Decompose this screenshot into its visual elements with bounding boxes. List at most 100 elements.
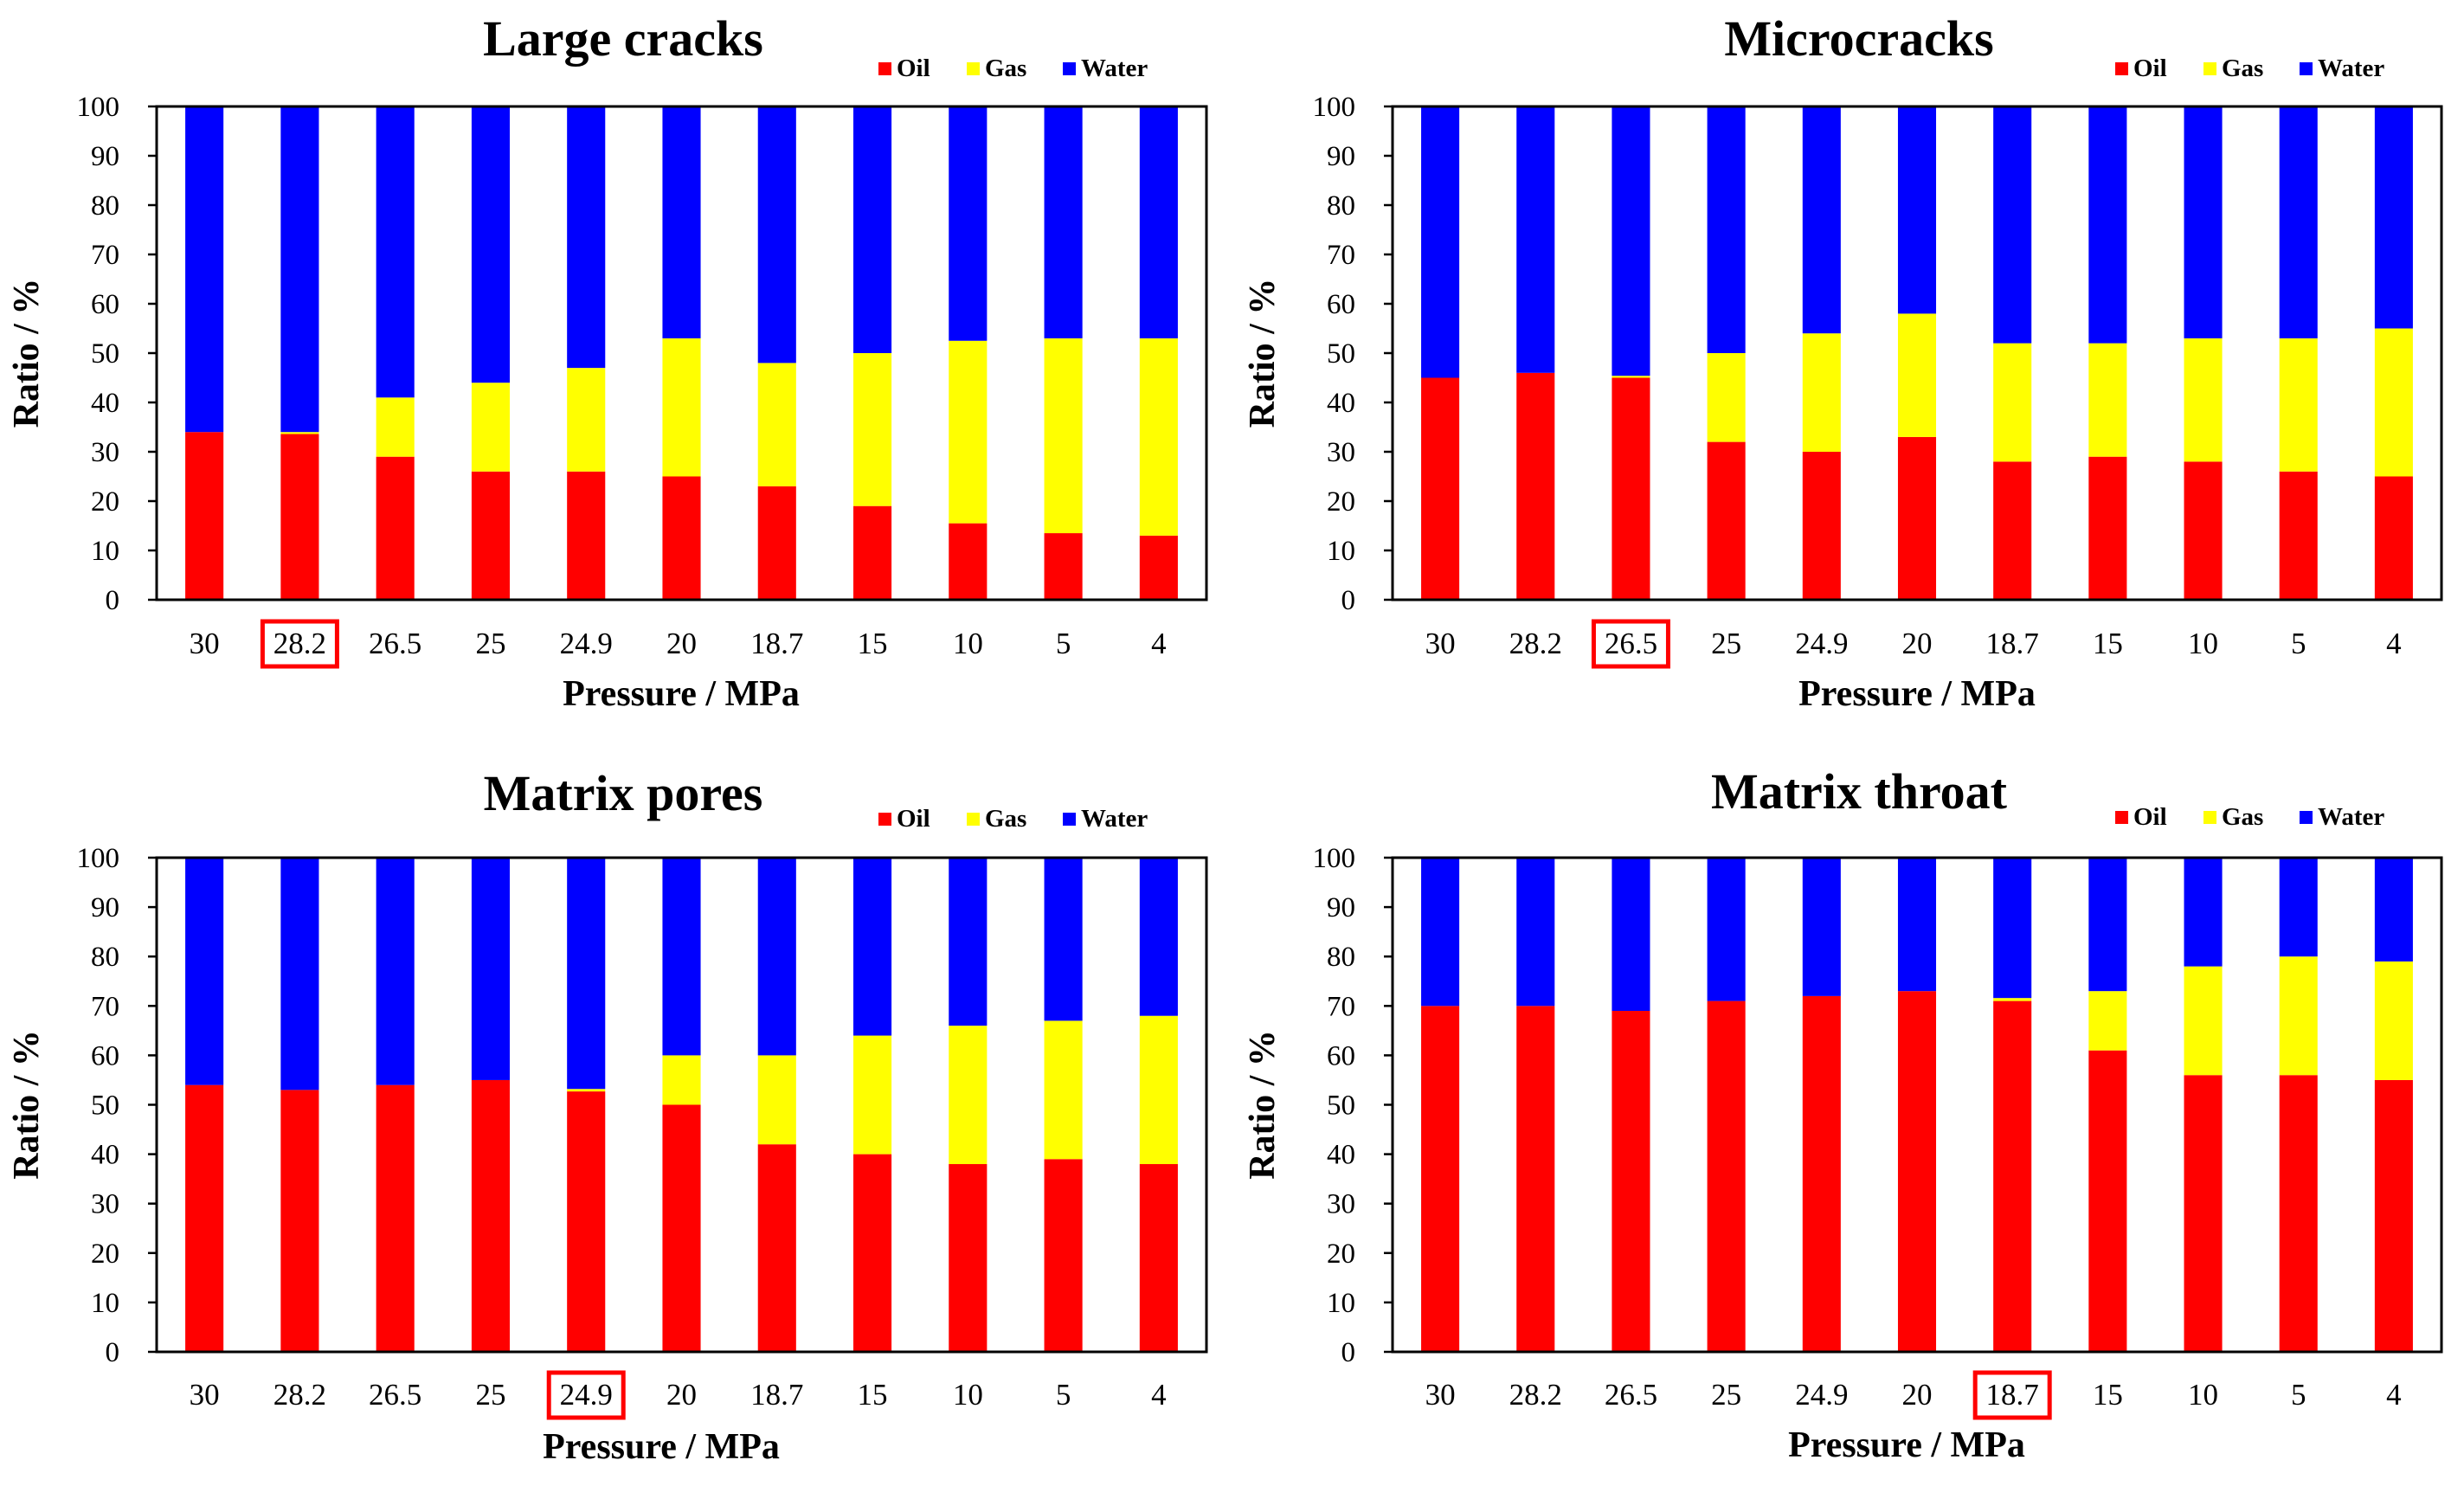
legend-label-gas: Gas — [2222, 55, 2263, 82]
x-tick-label: 28.2 — [1509, 627, 1562, 660]
x-tick-label: 4 — [2386, 627, 2402, 660]
y-tick-label: 50 — [1327, 338, 1355, 370]
bar-water-26.5 — [1612, 106, 1650, 376]
y-tick-label: 80 — [91, 190, 119, 222]
bar-water-4 — [2374, 858, 2413, 962]
bar-gas-26.5 — [376, 397, 415, 457]
chart-panel-3: Matrix pores Oil Gas Water 0 10 20 30 40 50 60 70 80… — [7, 765, 1208, 1467]
bar-water-18.7 — [1993, 858, 2032, 999]
x-tick-label: 25 — [475, 1378, 505, 1412]
x-tick-label: 24.9 — [560, 627, 613, 660]
bar-oil-26.5 — [376, 456, 415, 600]
bar-water-10 — [949, 106, 988, 341]
bar-oil-4 — [1139, 535, 1178, 600]
bar-water-5 — [1044, 858, 1083, 1021]
bar-oil-10 — [2184, 1075, 2223, 1352]
legend-swatch-water — [2300, 62, 2313, 75]
chart-panel-2: Microcracks Oil Gas Water 0 10 20 30 40 50 60 70 80 9… — [1243, 10, 2443, 714]
bar-water-15 — [2088, 858, 2127, 992]
y-tick-label: 70 — [1327, 240, 1355, 271]
bar-gas-5 — [2279, 338, 2318, 472]
bar-oil-18.7 — [757, 1144, 796, 1352]
x-tick-label: 28.2 — [1509, 1378, 1562, 1412]
bar-oil-10 — [949, 1164, 988, 1352]
x-tick-label: 4 — [2386, 1378, 2402, 1412]
y-axis-label: Ratio / % — [1243, 279, 1283, 428]
x-tick-label: 30 — [1425, 1378, 1456, 1412]
y-tick-label: 60 — [1327, 1040, 1355, 1071]
x-tick-label: 5 — [2291, 1378, 2306, 1412]
bar-gas-25 — [1707, 353, 1746, 442]
x-tick-label: 25 — [1711, 627, 1741, 660]
bar-oil-20 — [1897, 991, 1937, 1352]
y-tick-label: 80 — [91, 942, 119, 973]
x-tick-label: 30 — [190, 627, 220, 660]
bar-gas-20 — [1897, 313, 1937, 437]
y-axis-label: Ratio / % — [7, 1030, 47, 1180]
bar-water-30 — [1421, 106, 1460, 378]
y-tick-label: 30 — [91, 1189, 119, 1220]
bar-water-18.7 — [757, 106, 796, 363]
bar-gas-10 — [949, 340, 988, 524]
chart-panel-4: Matrix throat Oil Gas Water 0 10 20 30 40 50 60 70 8… — [1243, 763, 2443, 1465]
y-tick-label: 80 — [1327, 190, 1355, 222]
y-tick-label: 90 — [1327, 892, 1355, 923]
x-tick-label: 24.9 — [1795, 1378, 1848, 1412]
legend-label-water: Water — [1081, 55, 1148, 82]
bar-water-4 — [2374, 106, 2413, 329]
bar-water-28.2 — [1516, 106, 1555, 373]
bar-oil-26.5 — [1612, 1011, 1650, 1352]
x-tick-label: 20 — [1902, 627, 1933, 660]
x-tick-label: 30 — [1425, 627, 1456, 660]
bar-water-20 — [662, 858, 701, 1056]
bar-gas-10 — [949, 1026, 988, 1165]
x-tick-label: 18.7 — [750, 627, 803, 660]
bar-water-25 — [471, 106, 511, 383]
x-tick-label: 18.7 — [1986, 1378, 2039, 1412]
bar-water-5 — [2279, 106, 2318, 338]
bar-oil-25 — [1707, 1000, 1746, 1352]
y-tick-label: 20 — [1327, 486, 1355, 518]
legend-swatch-gas — [2203, 62, 2216, 75]
bar-water-30 — [185, 858, 224, 1085]
bar-water-15 — [852, 106, 892, 353]
x-axis-label: Pressure / MPa — [543, 1427, 780, 1467]
x-tick-label: 4 — [1151, 1378, 1167, 1412]
x-tick-label: 15 — [2093, 627, 2123, 660]
legend-swatch-water — [1063, 62, 1076, 75]
highlight-box — [260, 619, 339, 669]
bar-water-24.9 — [1802, 858, 1841, 996]
y-tick-label: 20 — [91, 486, 119, 518]
highlight-box — [1972, 1370, 2052, 1420]
bar-gas-15 — [852, 1035, 892, 1155]
y-tick-label: 20 — [1327, 1238, 1355, 1270]
legend-swatch-water — [1063, 813, 1076, 826]
x-tick-label: 4 — [1151, 627, 1167, 660]
y-tick-label: 40 — [91, 1140, 119, 1171]
y-tick-label: 60 — [1327, 289, 1355, 320]
y-tick-label: 80 — [1327, 942, 1355, 973]
bar-gas-5 — [1044, 1020, 1083, 1160]
y-axis-label: Ratio / % — [7, 279, 47, 428]
bar-water-26.5 — [1612, 858, 1650, 1012]
bar-oil-24.9 — [567, 471, 606, 600]
y-tick-label: 20 — [91, 1238, 119, 1270]
chart-title: Microcracks — [1724, 10, 1993, 67]
bar-oil-20 — [662, 1104, 701, 1352]
bar-gas-26.5 — [1612, 376, 1650, 378]
bar-oil-30 — [185, 432, 224, 600]
bar-water-26.5 — [376, 106, 415, 398]
bar-oil-28.2 — [1516, 1006, 1555, 1352]
bar-water-10 — [2184, 858, 2223, 967]
legend-swatch-water — [2300, 811, 2313, 824]
chart-title: Matrix pores — [484, 765, 763, 821]
x-axis-label: Pressure / MPa — [1798, 674, 2036, 714]
x-tick-label: 5 — [1056, 1378, 1071, 1412]
bar-oil-26.5 — [376, 1084, 415, 1352]
legend-label-gas: Gas — [985, 55, 1026, 82]
legend-label-gas: Gas — [985, 805, 1026, 833]
bar-water-4 — [1139, 858, 1178, 1016]
bar-water-5 — [2279, 858, 2318, 957]
bar-gas-24.9 — [1802, 333, 1841, 452]
bar-water-10 — [2184, 106, 2223, 338]
